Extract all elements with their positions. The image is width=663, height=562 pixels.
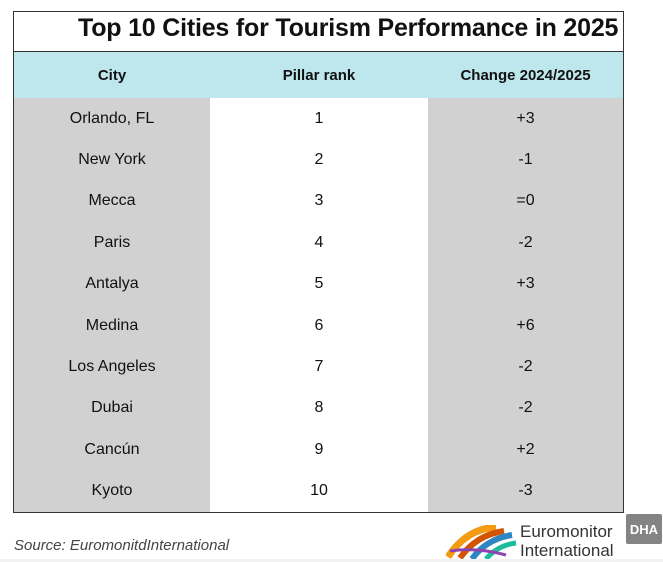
logo-line1: Euromonitor [520, 522, 613, 541]
city-cell: Paris [93, 233, 131, 251]
rank-cell: 9 [314, 440, 324, 458]
source-note: Source: EuromonitdInternational [14, 537, 230, 554]
rank-cell: 8 [314, 399, 324, 417]
rank-cell: 6 [314, 316, 324, 334]
change-cell: -1 [518, 151, 533, 169]
city-cell: New York [78, 151, 146, 169]
bottom-bar [0, 559, 663, 562]
logo-text: Euromonitor International [520, 522, 614, 560]
rank-cell: 3 [314, 192, 324, 210]
header-change: Change 2024/2025 [460, 66, 591, 84]
rank-cell: 7 [314, 358, 324, 376]
change-cell: -2 [518, 399, 533, 417]
change-cell: +3 [516, 275, 535, 293]
table-frame [13, 11, 624, 513]
rank-cell: 2 [314, 151, 324, 169]
city-cell: Medina [85, 316, 139, 334]
city-cell: Los Angeles [68, 358, 156, 376]
change-cell: -2 [518, 358, 533, 376]
city-cell: Orlando, FL [69, 109, 155, 127]
city-cell: Antalya [85, 275, 139, 293]
change-cell: -2 [518, 233, 533, 251]
rank-column: 1 2 3 4 5 6 7 8 9 10 [210, 98, 428, 512]
euromonitor-logo-icon [446, 525, 517, 559]
logo-line2: International [520, 541, 614, 560]
rank-cell: 4 [314, 233, 324, 251]
change-cell: =0 [516, 192, 535, 210]
rank-cell: 10 [310, 482, 328, 500]
header-city: City [97, 66, 127, 84]
divider [13, 51, 624, 52]
change-cell: +6 [516, 316, 535, 334]
city-column: Orlando, FL New York Mecca Paris Antalya Medi… [14, 98, 210, 512]
header-pillar-rank: Pillar rank [282, 66, 356, 84]
change-cell: -3 [518, 482, 533, 500]
rank-cell: 1 [314, 109, 324, 127]
change-column: +3 -1 =0 -2 +3 +6 -2 -2 +2 -3 [428, 98, 623, 512]
table-body: Orlando, FL New York Mecca Paris Antalya Medi… [14, 98, 623, 512]
city-cell: Cancún [84, 440, 140, 458]
change-cell: +2 [516, 440, 535, 458]
table-header: City Pillar rank Change 2024/2025 [14, 52, 623, 98]
page-title: Top 10 Cities for Tourism Performance in… [78, 14, 619, 42]
city-cell: Mecca [88, 192, 136, 210]
rank-cell: 5 [314, 275, 324, 293]
change-cell: +3 [516, 109, 535, 127]
city-cell: Dubai [91, 399, 133, 417]
city-cell: Kyoto [91, 482, 133, 500]
dha-watermark: DHA [626, 514, 662, 544]
